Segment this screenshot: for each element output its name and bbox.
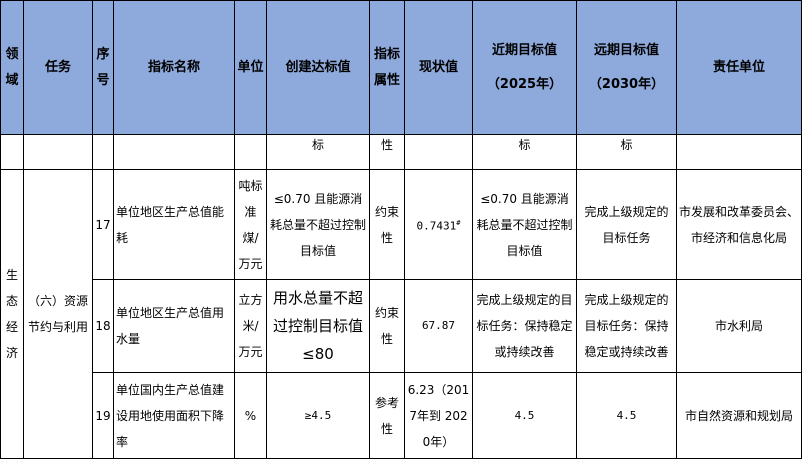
row-long-term: 完成上级规定的目标任务 xyxy=(576,169,677,280)
cont-long-term: 标 xyxy=(576,134,677,170)
group-domain: 生态经济 xyxy=(0,169,24,459)
cont-near-term: 标 xyxy=(472,134,577,170)
row-long-term: 4.5 xyxy=(576,372,677,459)
row-indicator: 单位地区生产总值能耗 xyxy=(113,169,235,280)
header-seq: 序号 xyxy=(92,0,114,135)
empty-cell xyxy=(23,134,93,170)
long-term-label: 远期目标值 xyxy=(593,42,659,58)
group-task: （六）资源节约与利用 xyxy=(23,169,93,459)
row-indicator: 单位地区生产总值用水量 xyxy=(113,279,235,373)
row-target: ≥4.5 xyxy=(266,372,370,459)
header-current: 现状值 xyxy=(404,0,473,135)
row-attribute: 约束性 xyxy=(369,169,405,280)
row-unit: 吨标准煤/万元 xyxy=(234,169,267,280)
header-long-term: 远期目标值 （2030年） xyxy=(576,0,677,135)
current-note: # xyxy=(456,218,461,227)
empty-cell xyxy=(113,134,235,170)
table-row: 18 单位地区生产总值用水量 立方米/万元 用水总量不超过控制目标值≤80 约束… xyxy=(1,279,802,373)
table-row: 19 单位国内生产总值建设用地使用面积下降率 % ≥4.5 参考性 6.23（2… xyxy=(1,372,802,459)
row-responsible: 市水利局 xyxy=(676,279,802,373)
header-row: 领域 任务 序号 指标名称 单位 创建达标值 指标属性 现状值 近期目标值 （20… xyxy=(0,0,802,135)
header-attribute: 指标属性 xyxy=(369,0,405,135)
header-responsible: 责任单位 xyxy=(676,0,802,135)
long-term-year: （2030年） xyxy=(588,76,665,92)
row-seq: 18 xyxy=(92,279,114,373)
near-term-year: （2025年） xyxy=(486,76,563,92)
row-target: 用水总量不超过控制目标值≤80 xyxy=(266,279,370,373)
empty-cell xyxy=(234,134,267,170)
row-seq: 19 xyxy=(92,372,114,459)
current-value: 0.7431 xyxy=(416,219,457,233)
header-near-term: 近期目标值 （2025年） xyxy=(472,0,577,135)
row-current: 67.87 xyxy=(404,279,473,373)
row-unit: 立方米/万元 xyxy=(234,279,267,373)
row-long-term: 完成上级规定的目标任务：保持稳定或持续改善 xyxy=(576,279,677,373)
header-unit: 单位 xyxy=(234,0,267,135)
header-target: 创建达标值 xyxy=(266,0,370,135)
row-responsible: 市发展和改革委员会、市经济和信息化局 xyxy=(676,169,802,280)
table-row: 生态经济 （六）资源节约与利用 17 单位地区生产总值能耗 吨标准煤/万元 ≤0… xyxy=(0,169,802,459)
row-near-term: 完成上级规定的目标任务：保持稳定或持续改善 xyxy=(472,279,577,373)
header-indicator: 指标名称 xyxy=(113,0,235,135)
header-domain: 领域 xyxy=(0,0,24,135)
row-near-term: ≤0.70 且能源消耗总量不超过控制目标值 xyxy=(472,169,577,280)
row-unit: % xyxy=(234,372,267,459)
row-target: ≤0.70 且能源消耗总量不超过控制目标值 xyxy=(266,169,370,280)
row-indicator: 单位国内生产总值建设用地使用面积下降率 xyxy=(113,372,235,459)
empty-cell xyxy=(0,134,24,170)
near-term-label: 近期目标值 xyxy=(491,42,557,58)
empty-cell xyxy=(92,134,114,170)
row-current: 6.23（2017年到 2020年） xyxy=(404,372,473,459)
empty-cell xyxy=(404,134,473,170)
row-near-term: 4.5 xyxy=(472,372,577,459)
row-attribute: 参考性 xyxy=(369,372,405,459)
row-seq: 17 xyxy=(92,169,114,280)
row-current: 0.7431# xyxy=(404,169,473,280)
row-responsible: 市自然资源和规划局 xyxy=(676,372,802,459)
continuation-row: 标 性 标 标 xyxy=(0,134,802,170)
empty-cell xyxy=(676,134,802,170)
header-task: 任务 xyxy=(23,0,93,135)
cont-target: 标 xyxy=(266,134,370,170)
cont-attribute: 性 xyxy=(369,134,405,170)
row-attribute: 约束性 xyxy=(369,279,405,373)
